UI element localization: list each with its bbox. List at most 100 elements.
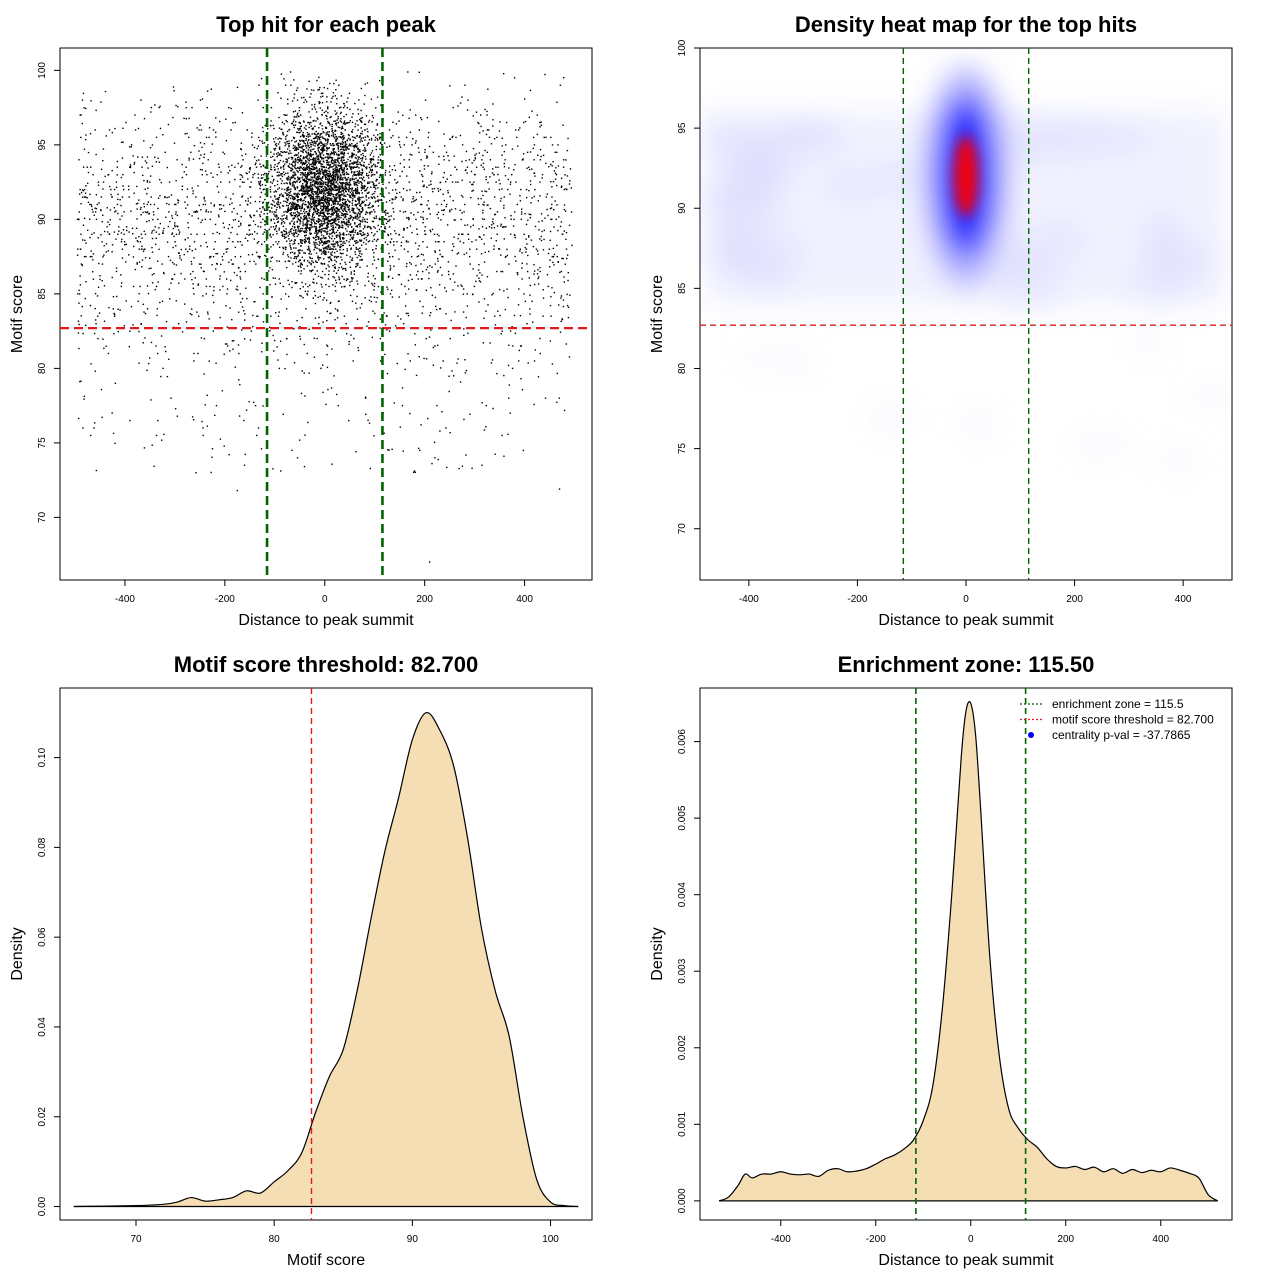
scatter-point (424, 233, 426, 235)
scatter-point (209, 285, 211, 288)
scatter-point (357, 113, 360, 115)
scatter-point (179, 255, 181, 257)
scatter-point (426, 156, 429, 158)
scatter-point (303, 214, 306, 217)
scatter-point (335, 241, 337, 243)
scatter-point (350, 167, 352, 170)
scatter-point (286, 201, 288, 204)
scatter-point (431, 171, 433, 173)
scatter-point (335, 159, 337, 161)
scatter-point (91, 205, 93, 208)
scatter-point (349, 160, 352, 162)
scatter-point (262, 130, 264, 133)
scatter-point (285, 228, 287, 230)
scatter-point (341, 220, 343, 223)
scatter-point (483, 168, 485, 171)
scatter-point (152, 218, 154, 221)
scatter-point (313, 168, 315, 171)
scatter-point (491, 172, 494, 174)
scatter-point (303, 135, 305, 138)
scatter-point (345, 279, 348, 282)
scatter-point (172, 86, 175, 88)
scatter-point (276, 203, 279, 206)
scatter-point (293, 166, 296, 168)
scatter-point (292, 176, 294, 178)
scatter-point (511, 326, 513, 328)
scatter-point (323, 206, 325, 209)
scatter-point (375, 240, 378, 242)
scatter-point (338, 162, 340, 164)
scatter-point (431, 462, 433, 465)
scatter-point (300, 190, 303, 192)
scatter-point (313, 266, 316, 268)
scatter-point (420, 159, 422, 161)
scatter-point (155, 434, 158, 437)
scatter-point (373, 209, 375, 211)
scatter-point (296, 216, 299, 218)
scatter-point (466, 305, 469, 307)
scatter-point (332, 200, 335, 203)
scatter-point (313, 241, 315, 243)
scatter-point (319, 155, 322, 157)
scatter-point (335, 135, 338, 138)
scatter-point (405, 136, 408, 139)
scatter-point (322, 193, 325, 195)
scatter-point (409, 109, 411, 111)
scatter-point (203, 142, 206, 145)
scatter-point (425, 358, 428, 360)
scatter-point (352, 289, 355, 291)
scatter-point (218, 120, 221, 123)
scatter-point (174, 225, 176, 228)
scatter-point (460, 284, 462, 286)
scatter-point (349, 191, 352, 194)
scatter-point (426, 246, 428, 248)
scatter-point (356, 161, 358, 163)
scatter-point (415, 140, 417, 142)
scatter-point (438, 163, 440, 166)
scatter-point (229, 307, 231, 309)
scatter-point (136, 262, 138, 264)
scatter-point (422, 241, 424, 243)
scatter-point (84, 192, 87, 194)
scatter-point (424, 148, 426, 151)
scatter-point (116, 160, 119, 163)
scatter-point (451, 249, 453, 252)
scatter-point (481, 402, 483, 404)
scatter-point (302, 202, 304, 205)
scatter-point (495, 166, 497, 168)
scatter-point (369, 160, 372, 163)
scatter-point (355, 225, 358, 228)
scatter-point (234, 366, 236, 368)
scatter-point (472, 224, 475, 226)
scatter-point (260, 448, 263, 450)
scatter-point (231, 318, 233, 321)
scatter-point (326, 366, 329, 369)
scatter-point (317, 200, 320, 202)
scatter-point (553, 291, 556, 294)
scatter-point (479, 272, 481, 274)
scatter-point (193, 257, 195, 259)
scatter-point (168, 211, 170, 213)
scatter-point (306, 265, 309, 267)
scatter-point (276, 171, 279, 173)
scatter-point (393, 244, 395, 246)
scatter-point (341, 244, 344, 247)
scatter-point (371, 263, 374, 265)
scatter-point (302, 151, 304, 154)
scatter-point (313, 211, 315, 214)
scatter-point (261, 140, 263, 142)
scatter-point (151, 237, 154, 240)
scatter-point (243, 464, 246, 466)
scatter-point (337, 188, 339, 190)
scatter-point (295, 195, 297, 197)
scatter-point (318, 170, 321, 172)
scatter-point (296, 457, 299, 459)
scatter-point (138, 248, 140, 250)
scatter-point (317, 170, 319, 172)
scatter-point (89, 132, 92, 135)
scatter-point (300, 245, 302, 247)
scatter-point (428, 184, 430, 186)
scatter-point (539, 126, 541, 128)
scatter-point (318, 316, 320, 319)
scatter-point (343, 195, 345, 197)
